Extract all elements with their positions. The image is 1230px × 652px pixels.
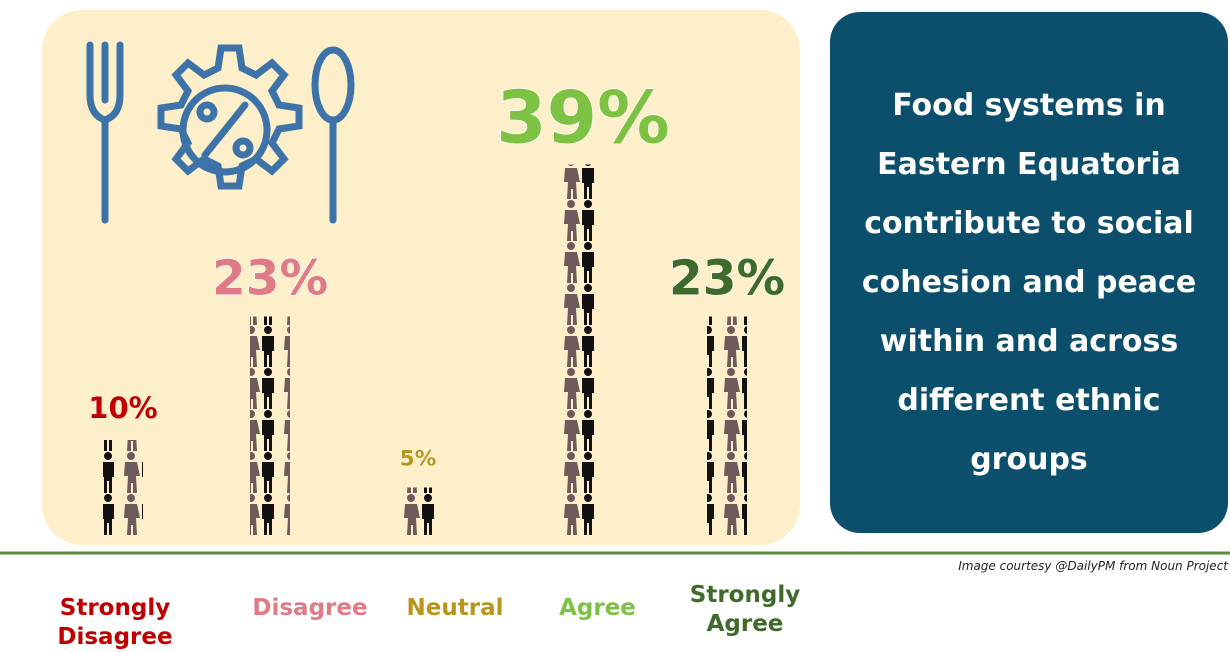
- legend-label: Strongly Disagree: [57, 595, 173, 650]
- title: Food systems in Eastern Equatoria contri…: [861, 88, 1197, 477]
- legend-label: Strongly Agree: [689, 582, 801, 637]
- pictogram-column: [707, 316, 747, 535]
- food-icon: [86, 41, 355, 224]
- legend-label: Neutral: [406, 595, 504, 621]
- pictogram-column: [398, 487, 438, 535]
- value-label: 23%: [212, 251, 328, 307]
- pictogram-column: [103, 440, 143, 535]
- pictogram-column: [250, 316, 290, 535]
- title-panel: [830, 12, 1228, 533]
- value-label: 10%: [88, 391, 157, 425]
- pictogram-column: [563, 164, 603, 535]
- value-label: 39%: [496, 77, 670, 161]
- legend-label: Agree: [559, 595, 636, 621]
- chart-panel: [42, 10, 800, 545]
- legend-label: Disagree: [252, 595, 368, 621]
- credit: Image courtesy @DailyPM from Noun Projec…: [958, 559, 1228, 573]
- value-label: 23%: [669, 251, 785, 307]
- value-label: 5%: [400, 447, 437, 472]
